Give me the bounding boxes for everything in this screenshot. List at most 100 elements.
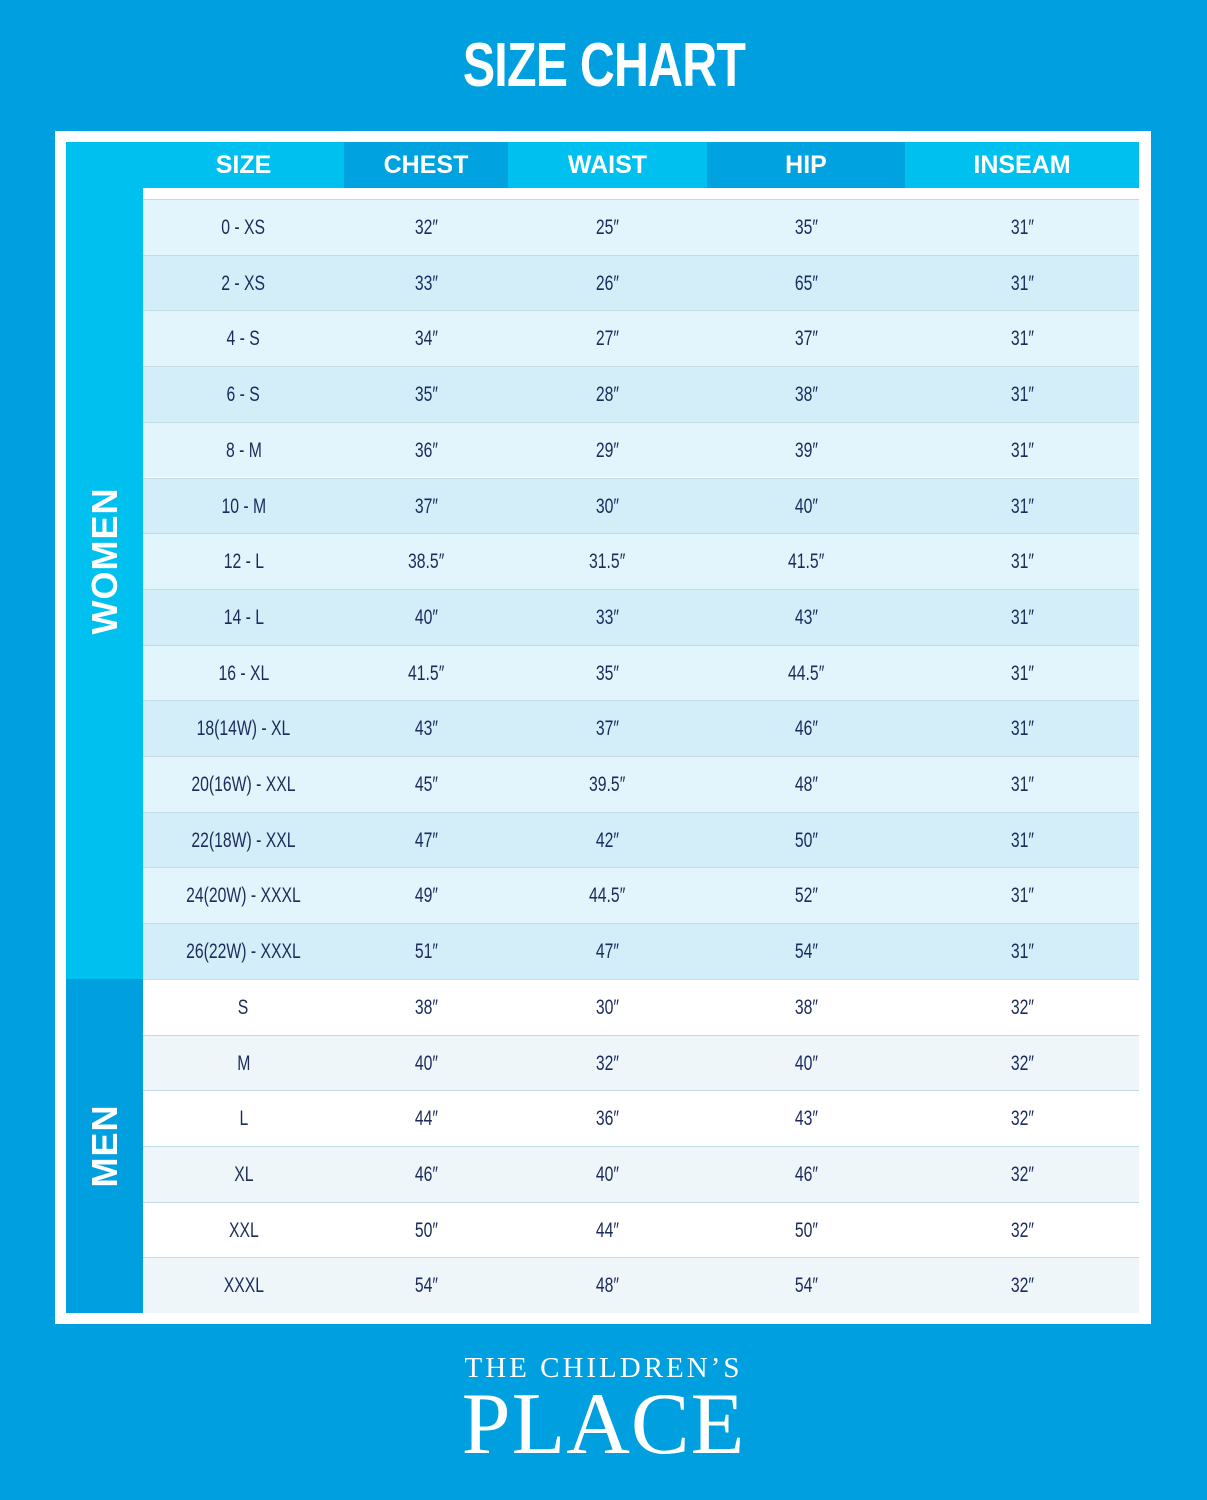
cell-value: 43″ bbox=[414, 717, 438, 741]
cell-size: XXL bbox=[143, 1203, 344, 1258]
cell-value: 38″ bbox=[794, 383, 818, 407]
cell-value: 31″ bbox=[1010, 271, 1034, 295]
cell-value: 30″ bbox=[595, 995, 620, 1019]
cell-size: 14 - L bbox=[143, 590, 344, 645]
cell-waist: 36″ bbox=[508, 1091, 707, 1146]
cell-size: 22(18W) - XXL bbox=[143, 813, 344, 868]
cell-waist: 35″ bbox=[508, 646, 707, 701]
cell-size: 18(14W) - XL bbox=[143, 701, 344, 756]
cell-value: 25″ bbox=[595, 216, 620, 239]
cell-value: 37″ bbox=[414, 494, 438, 518]
cell-value: 41.5″ bbox=[407, 661, 445, 685]
cell-waist: 37″ bbox=[508, 701, 707, 756]
table-row: 14 - L 40″ 33″ 43″ 31″ bbox=[143, 588, 1139, 645]
cell-size: 6 - S bbox=[143, 367, 344, 422]
cell-hip: 43″ bbox=[707, 590, 905, 645]
table-row: 18(14W) - XL 43″ 37″ 46″ 31″ bbox=[143, 700, 1139, 756]
cell-waist: 26″ bbox=[508, 256, 707, 311]
cell-value: 29″ bbox=[595, 438, 620, 462]
cell-value: S bbox=[238, 995, 249, 1019]
cell-value: 52″ bbox=[794, 884, 818, 908]
size-chart-table: WOMEN MEN SIZE CHEST WAIST HIP INSEAM 0 … bbox=[55, 131, 1151, 1324]
cell-hip: 40″ bbox=[707, 1036, 905, 1091]
cell-size: 4 - S bbox=[143, 311, 344, 366]
cell-value: 32″ bbox=[1010, 1107, 1034, 1131]
cell-value: 51″ bbox=[414, 940, 438, 964]
cell-value: 47″ bbox=[595, 940, 620, 964]
cell-inseam: 32″ bbox=[905, 1036, 1139, 1091]
cell-waist: 29″ bbox=[508, 423, 707, 478]
cell-value: 31″ bbox=[1010, 884, 1034, 908]
cell-value: 26″ bbox=[595, 271, 620, 295]
cell-hip: 39″ bbox=[707, 423, 905, 478]
table-row: 6 - S 35″ 28″ 38″ 31″ bbox=[143, 366, 1139, 422]
cell-inseam: 31″ bbox=[905, 757, 1139, 812]
table-row: 2 - XS 33″ 26″ 65″ 31″ bbox=[143, 254, 1139, 311]
cell-inseam: 31″ bbox=[905, 646, 1139, 701]
cell-value: 33″ bbox=[414, 271, 438, 295]
cell-size: 8 - M bbox=[143, 423, 344, 478]
table-row: 4 - S 34″ 27″ 37″ 31″ bbox=[143, 310, 1139, 367]
cell-value: 2 - XS bbox=[221, 271, 266, 295]
cell-inseam: 31″ bbox=[905, 813, 1139, 868]
cell-value: 44.5″ bbox=[787, 661, 825, 685]
cell-inseam: 32″ bbox=[905, 1258, 1139, 1313]
cell-inseam: 31″ bbox=[905, 534, 1139, 589]
cell-value: 6 - S bbox=[226, 383, 261, 407]
cell-value: 4 - S bbox=[226, 327, 261, 351]
table-row: M 40″ 32″ 40″ 32″ bbox=[143, 1034, 1139, 1091]
cell-value: 41.5″ bbox=[787, 550, 825, 574]
cell-chest: 36″ bbox=[344, 423, 508, 478]
header-waist: WAIST bbox=[508, 142, 707, 188]
cell-size: 24(20W) - XXXL bbox=[143, 868, 344, 923]
cell-value: 42″ bbox=[595, 828, 620, 852]
cell-value: 43″ bbox=[794, 1107, 818, 1131]
table-row: XXXL 54″ 48″ 54″ 32″ bbox=[143, 1257, 1139, 1313]
cell-hip: 46″ bbox=[707, 1147, 905, 1202]
cell-value: 22(18W) - XXL bbox=[191, 828, 296, 852]
cell-value: 31″ bbox=[1010, 550, 1034, 574]
cell-waist: 40″ bbox=[508, 1147, 707, 1202]
cell-hip: 37″ bbox=[707, 311, 905, 366]
cell-value: XXXL bbox=[223, 1274, 264, 1298]
cell-value: 36″ bbox=[414, 438, 438, 462]
cell-value: 54″ bbox=[414, 1274, 438, 1298]
cell-value: 28″ bbox=[595, 383, 620, 407]
table-row: XXL 50″ 44″ 50″ 32″ bbox=[143, 1201, 1139, 1258]
cell-waist: 32″ bbox=[508, 1036, 707, 1091]
table-row: L 44″ 36″ 43″ 32″ bbox=[143, 1090, 1139, 1146]
cell-value: 31.5″ bbox=[589, 550, 626, 574]
cell-value: 32″ bbox=[1010, 1218, 1034, 1242]
cell-value: XXL bbox=[228, 1218, 259, 1242]
cell-chest: 43″ bbox=[344, 701, 508, 756]
cell-value: 10 - M bbox=[221, 494, 266, 518]
cell-value: 46″ bbox=[414, 1162, 438, 1186]
cell-inseam: 31″ bbox=[905, 590, 1139, 645]
cell-value: 46″ bbox=[794, 1162, 818, 1186]
cell-size: 10 - M bbox=[143, 479, 344, 534]
cell-value: 33″ bbox=[595, 605, 620, 629]
cell-chest: 41.5″ bbox=[344, 646, 508, 701]
cell-hip: 38″ bbox=[707, 367, 905, 422]
cell-value: 31″ bbox=[1010, 717, 1034, 741]
cell-value: 32″ bbox=[414, 216, 438, 239]
cell-value: 38″ bbox=[414, 995, 438, 1019]
cell-hip: 48″ bbox=[707, 757, 905, 812]
cell-value: 46″ bbox=[794, 717, 818, 741]
table-header: SIZE CHEST WAIST HIP INSEAM bbox=[143, 142, 1139, 188]
logo-main-text: PLACE bbox=[461, 1376, 746, 1473]
cell-waist: 31.5″ bbox=[508, 534, 707, 589]
cell-waist: 47″ bbox=[508, 924, 707, 979]
women-group-label: WOMEN bbox=[66, 142, 143, 979]
cell-size: 16 - XL bbox=[143, 646, 344, 701]
title-text: SIZE CHART bbox=[462, 31, 745, 100]
cell-value: 54″ bbox=[794, 1274, 818, 1298]
table-row: XL 46″ 40″ 46″ 32″ bbox=[143, 1145, 1139, 1202]
cell-value: 48″ bbox=[595, 1274, 620, 1298]
cell-value: 14 - L bbox=[223, 605, 264, 629]
cell-inseam: 31″ bbox=[905, 924, 1139, 979]
cell-waist: 30″ bbox=[508, 980, 707, 1035]
cell-value: 31″ bbox=[1010, 773, 1034, 796]
cell-chest: 35″ bbox=[344, 367, 508, 422]
table-row: S 38″ 30″ 38″ 32″ bbox=[143, 978, 1139, 1035]
